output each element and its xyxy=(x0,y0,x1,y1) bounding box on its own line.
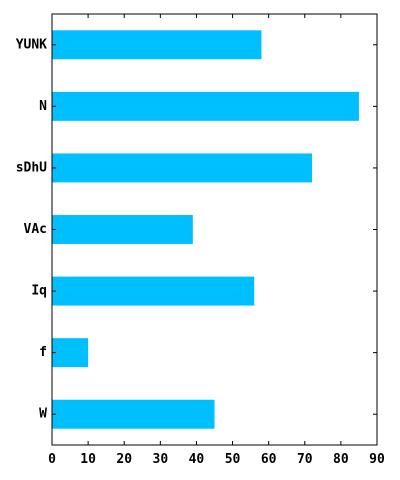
x-tick-label: 80 xyxy=(333,452,349,467)
y-tick-label: sDhU xyxy=(16,160,47,175)
y-tick-label: VAc xyxy=(24,222,47,237)
bar-YUNK xyxy=(52,30,262,60)
bar-f xyxy=(52,338,89,368)
bar-W xyxy=(52,399,215,429)
bar-sDhU xyxy=(52,153,312,183)
x-tick-label: 20 xyxy=(116,452,132,467)
y-tick-label: N xyxy=(39,99,47,114)
bars-group xyxy=(52,30,359,429)
x-tick-label: 70 xyxy=(297,452,313,467)
x-tick-label: 30 xyxy=(153,452,169,467)
x-tick-label: 90 xyxy=(369,452,385,467)
y-tick-label: Iq xyxy=(31,284,47,299)
bar-Iq xyxy=(52,276,255,306)
bar-N xyxy=(52,91,359,121)
x-tick-label: 10 xyxy=(80,452,96,467)
x-tick-label: 60 xyxy=(261,452,277,467)
x-tick-label: 0 xyxy=(48,452,56,467)
y-tick-label: W xyxy=(39,407,47,422)
ticks-group xyxy=(51,14,378,445)
x-tick-label: 50 xyxy=(225,452,241,467)
x-tick-label: 40 xyxy=(189,452,205,467)
plot-frame xyxy=(51,13,378,446)
y-tick-label: YUNK xyxy=(16,37,47,52)
bar-VAc xyxy=(52,215,193,244)
y-tick-label: f xyxy=(39,345,47,360)
